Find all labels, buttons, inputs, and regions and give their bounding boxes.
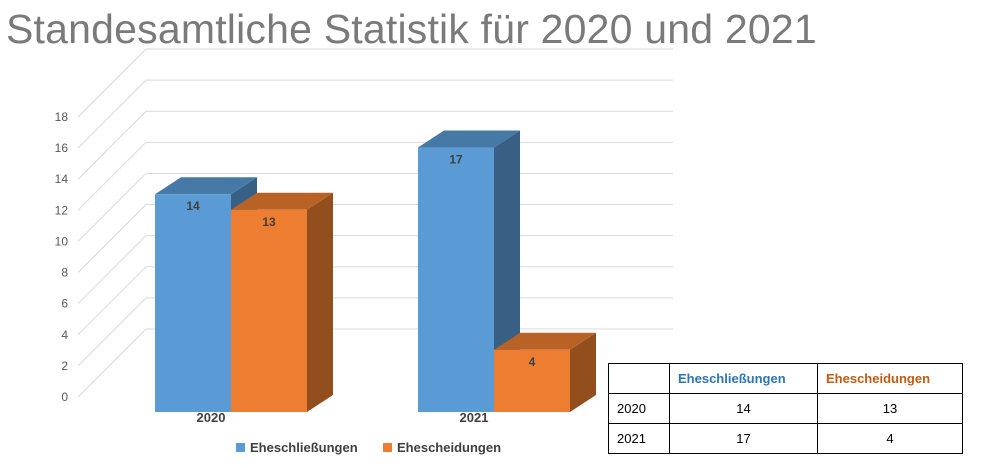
y-tick-label: 12 [55,203,69,217]
y-tick-label: 4 [61,328,68,342]
y-tick-label: 2 [61,359,68,373]
data-label: 17 [449,153,463,167]
y-tick-label: 0 [61,390,68,404]
gridline [77,48,673,118]
table-cell: 17 [669,423,818,454]
bar-side [570,332,596,412]
table-cell: 2020 [608,393,670,424]
legend-swatch [383,443,392,452]
x-tick-label: 2020 [197,410,226,425]
bar-top [155,177,257,195]
table-cell: 4 [817,423,963,454]
chart-title: Standesamtliche Statistik für 2020 und 2… [6,6,817,52]
bar-side [307,192,333,412]
data-label: 13 [262,215,276,229]
table-row: 2020 14 13 [608,393,963,424]
data-table: Eheschließungen Ehescheidungen 2020 14 1… [608,363,963,454]
y-tick-label: 14 [55,172,69,186]
table-header-row: Eheschließungen Ehescheidungen [608,363,963,394]
y-tick-label: 16 [55,141,69,155]
bar-top [494,332,596,350]
y-tick-label: 8 [61,266,68,280]
data-label: 4 [529,355,536,369]
y-tick-label: 10 [55,234,69,248]
legend-label: Eheschließungen [250,440,358,455]
table-row: 2021 17 4 [608,423,963,454]
table-header-cell: Eheschließungen [669,363,818,394]
table-cell: 14 [669,393,818,424]
legend-swatch [236,443,245,452]
y-tick-label: 6 [61,297,68,311]
bar [231,209,307,412]
legend-label: Ehescheidungen [397,440,501,455]
bar-top [418,130,520,148]
bar [418,147,494,413]
table-cell: 13 [817,393,963,424]
table-cell: 2021 [608,423,670,454]
x-tick-label: 2021 [460,410,489,425]
bar [155,194,231,412]
table-header-cell: Ehescheidungen [817,363,963,394]
gridline [77,110,673,180]
bar-top [231,192,333,210]
y-tick-label: 18 [55,110,69,124]
bar [494,349,570,412]
data-label: 14 [186,199,200,213]
table-header-cell [608,363,670,394]
gridline [77,79,673,149]
